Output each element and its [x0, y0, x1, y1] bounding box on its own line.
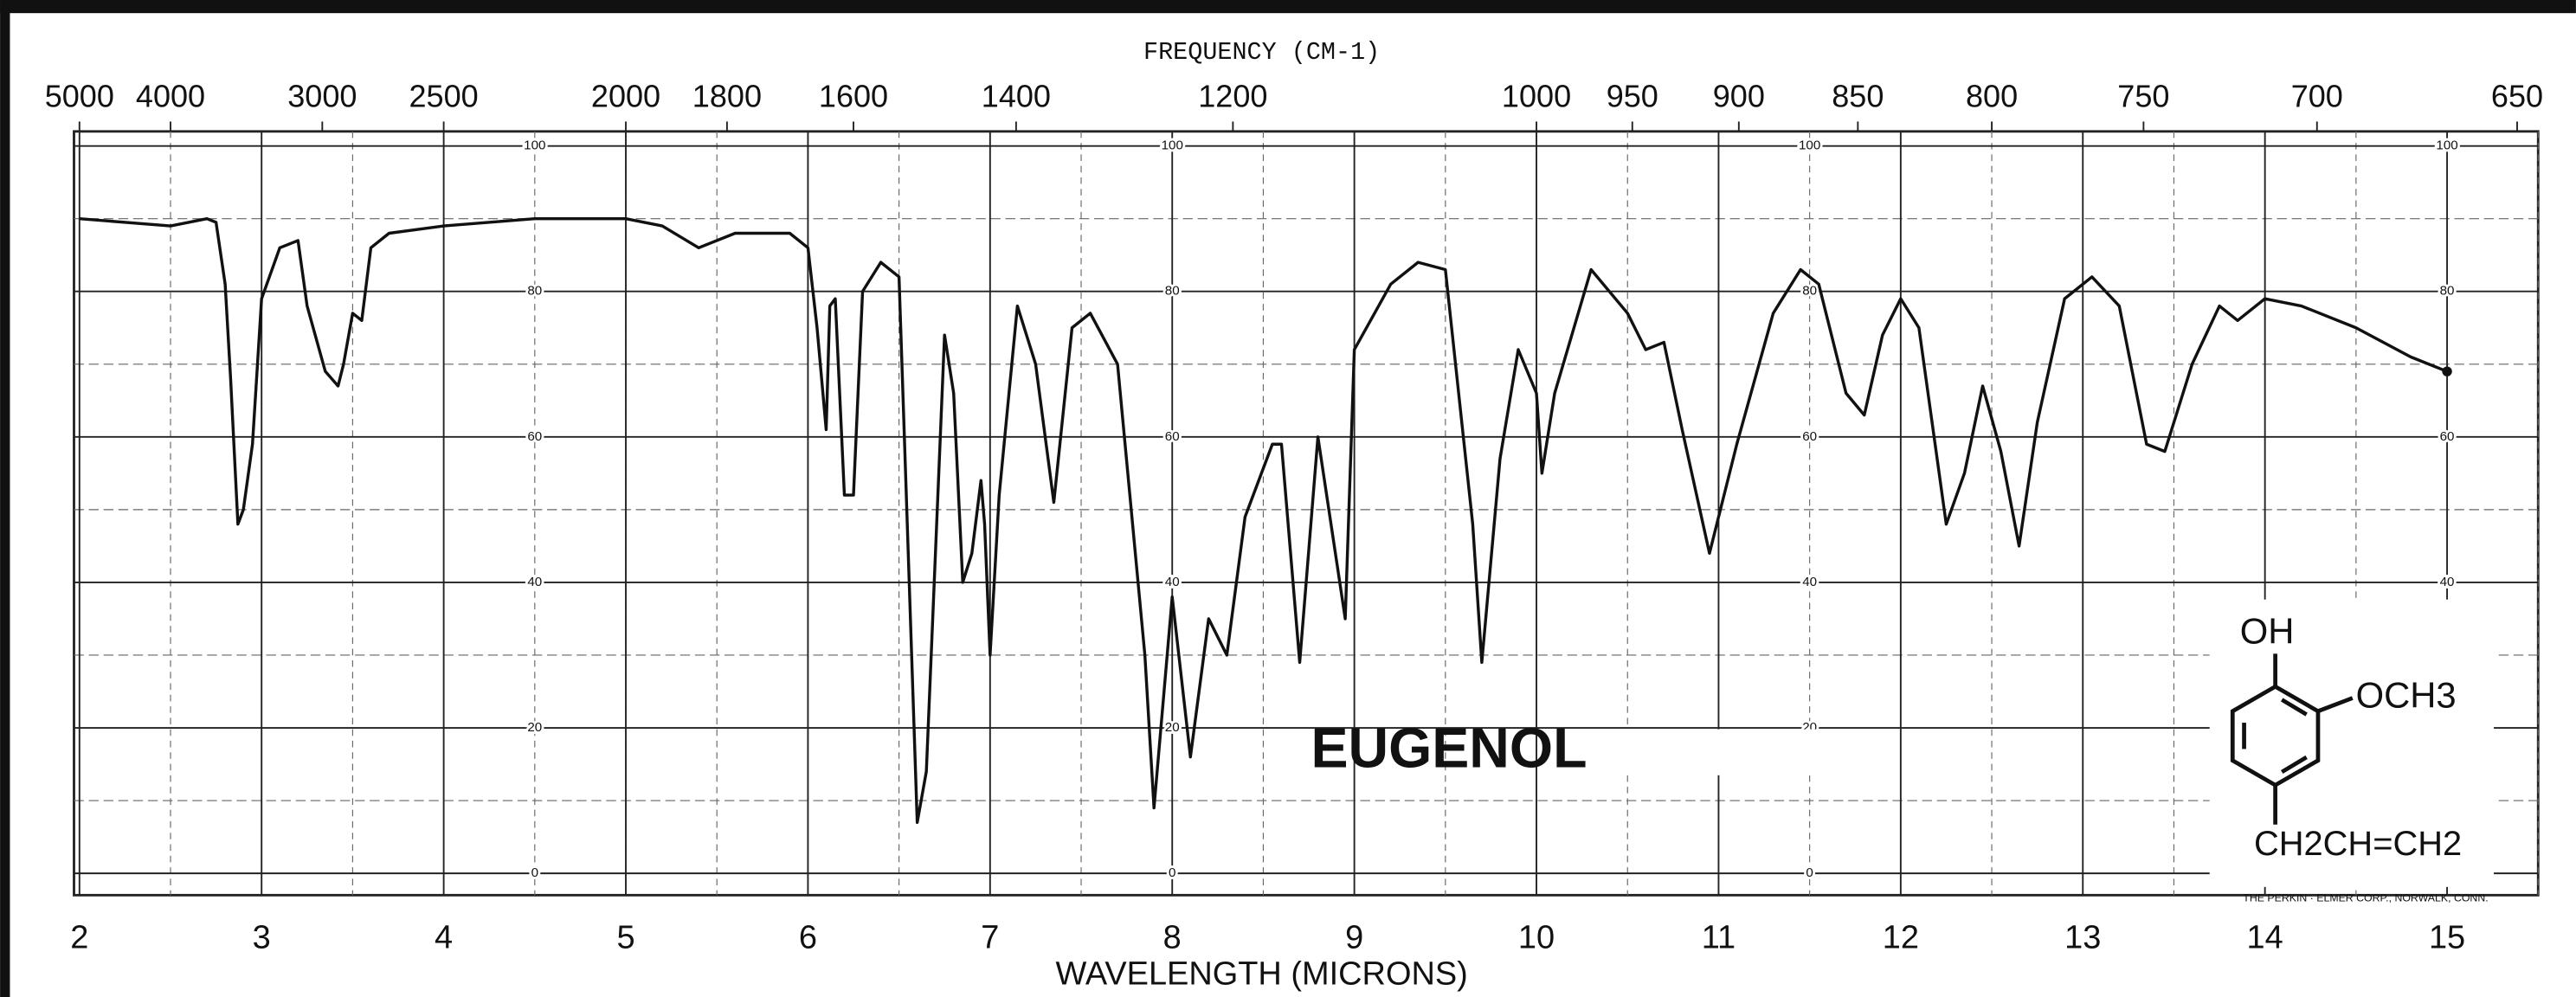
- y-tick-label: 20: [527, 720, 542, 735]
- structure-label: OCH3: [2356, 675, 2457, 716]
- x-tick-label: 14: [2247, 920, 2283, 956]
- structure-label: CH2CH=CH2: [2254, 825, 2462, 863]
- y-tick-label: 40: [527, 575, 542, 589]
- x2-tick-label: 900: [1713, 78, 1765, 113]
- y-tick-label: 100: [1162, 138, 1183, 153]
- y-tick-label: 100: [524, 138, 545, 153]
- structure: OH OCH3 CH2CH=CH2: [2209, 599, 2495, 887]
- ring-bond: [2280, 698, 2308, 717]
- y-tick-label: 60: [1802, 429, 1817, 444]
- y-tick-label: 40: [2440, 575, 2455, 589]
- x2-tick-label: 950: [1607, 78, 1658, 113]
- plot-frame: [73, 130, 2540, 897]
- y-tick-label: 60: [1165, 429, 1180, 444]
- y-tick-label: 20: [1165, 720, 1180, 735]
- x-tick-label: 9: [1345, 920, 1363, 956]
- x-tick-label: 10: [1518, 920, 1555, 956]
- x-tick-label: 11: [1702, 920, 1736, 956]
- left-band: [0, 0, 10, 997]
- y-tick-label: 0: [531, 865, 538, 880]
- y-tick-label: 0: [1169, 865, 1175, 880]
- x-tick-label: 13: [2064, 920, 2101, 956]
- y-tick-label: 80: [1165, 284, 1180, 299]
- x-tick-label: 15: [2429, 920, 2465, 956]
- x-tick-label: 7: [981, 920, 999, 956]
- bond: [2317, 696, 2354, 713]
- x2-tick-label: 5000: [45, 78, 114, 113]
- x-axis-label: WAVELENGTH (MICRONS): [1055, 955, 1467, 992]
- y-tick-label: 0: [1806, 865, 1813, 880]
- x2-tick-label: 1600: [819, 78, 888, 113]
- x-tick-label: 2: [70, 920, 88, 956]
- spectrum-line: [79, 216, 2448, 824]
- x2-tick-label: 850: [1832, 78, 1884, 113]
- ring-bond: [2280, 755, 2308, 775]
- x2-tick-label: 700: [2291, 78, 2343, 113]
- y-tick-label: 80: [527, 284, 542, 299]
- x2-tick-label: 1400: [982, 78, 1051, 113]
- x-tick-label: 12: [1883, 920, 1919, 956]
- y-tick-label: 60: [527, 429, 542, 444]
- y-tick-label: 60: [2440, 429, 2455, 444]
- frequency-title: FREQUENCY (CM-1): [1143, 38, 1380, 67]
- x2-tick-label: 1200: [1198, 78, 1267, 113]
- x-tick-label: 3: [253, 920, 271, 956]
- structure-box: [2209, 599, 2495, 887]
- structure-label: OH: [2240, 611, 2295, 652]
- x-tick-label: 4: [435, 920, 453, 956]
- y-tick-label: 80: [2440, 284, 2455, 299]
- x2-tick-label: 750: [2117, 78, 2169, 113]
- y-tick-label: 40: [1165, 575, 1180, 589]
- x2-tick-label: 1800: [692, 78, 762, 113]
- x2-tick-label: 2500: [409, 78, 479, 113]
- x-tick-label: 5: [616, 920, 634, 956]
- top-band: [0, 0, 2576, 14]
- x2-tick-label: 3000: [287, 78, 357, 113]
- x2-tick-label: 2000: [591, 78, 660, 113]
- footer: THE PERKIN · ELMER CORP., NORWALK, CONN.: [2243, 891, 2488, 904]
- x2-tick-label: 1000: [1502, 78, 1571, 113]
- y-tick-label: 40: [1802, 575, 1817, 589]
- y-tick-label: 100: [1799, 138, 1820, 153]
- end-point: [2442, 366, 2452, 376]
- x2-tick-label: 800: [1966, 78, 2018, 113]
- x-tick-label: 8: [1163, 920, 1182, 956]
- compound-name: EUGENOL: [1311, 717, 1587, 779]
- y-tick-label: 100: [2436, 138, 2457, 153]
- x-tick-label: 6: [799, 920, 817, 956]
- x2-tick-label: 650: [2491, 78, 2543, 113]
- x2-tick-label: 4000: [136, 78, 205, 113]
- y-tick-label: 80: [1802, 284, 1817, 299]
- blank-patch: [1585, 729, 1857, 775]
